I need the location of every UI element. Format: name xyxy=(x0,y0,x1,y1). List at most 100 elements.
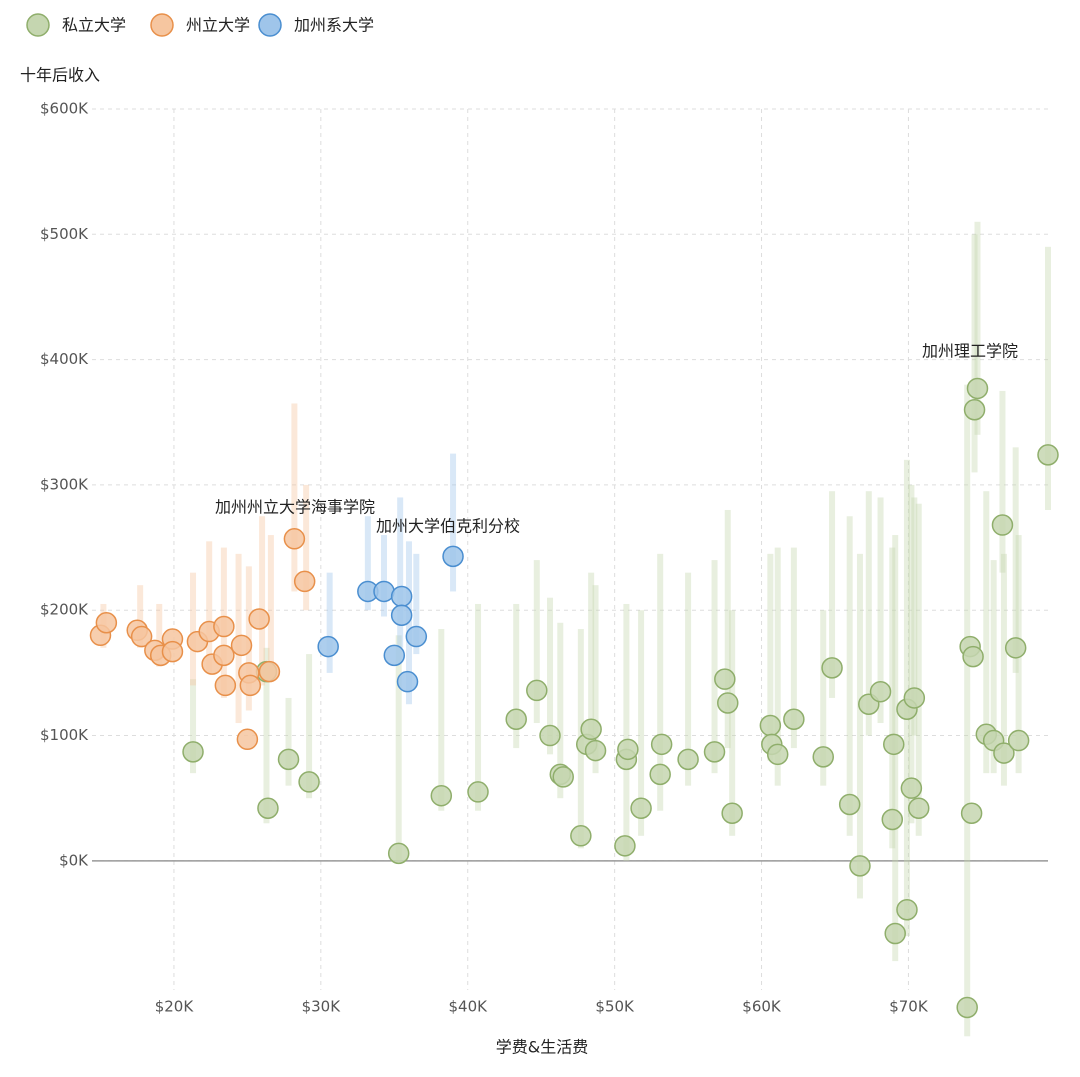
range-bar xyxy=(971,234,978,473)
range-bar xyxy=(381,535,388,617)
y-tick-label: $100K xyxy=(40,726,89,744)
point xyxy=(383,644,406,667)
range-bar xyxy=(983,491,990,774)
range-bar xyxy=(999,390,1006,573)
point xyxy=(405,625,428,648)
range-bar xyxy=(156,603,163,667)
range-bar xyxy=(911,497,918,736)
point xyxy=(900,777,923,799)
point xyxy=(248,608,270,630)
point xyxy=(213,644,235,667)
point xyxy=(293,570,316,593)
x-tick-label: $70K xyxy=(889,998,929,1016)
legend-marker xyxy=(150,13,174,37)
point xyxy=(430,784,453,807)
point xyxy=(766,743,789,766)
range-bar xyxy=(285,697,292,786)
point xyxy=(526,679,548,702)
legend-marker xyxy=(26,13,50,37)
y-tick-label: $300K xyxy=(40,475,89,493)
annotation: 加州大学伯克利分校 xyxy=(376,517,520,536)
point xyxy=(617,738,639,761)
range-bar xyxy=(1012,447,1019,673)
x-tick-label: $20K xyxy=(155,998,195,1016)
point xyxy=(552,766,574,788)
point xyxy=(721,802,743,824)
range-bar xyxy=(1045,246,1051,510)
point xyxy=(849,855,871,877)
point xyxy=(161,640,184,663)
range-bar xyxy=(364,516,371,611)
x-axis-label: 学费&生活费 xyxy=(496,1038,588,1057)
range-bar xyxy=(990,560,997,774)
point xyxy=(650,733,673,756)
annotation: 加州州立大学海事学院 xyxy=(215,498,375,517)
point xyxy=(390,604,413,627)
point xyxy=(677,748,699,771)
range-bar xyxy=(638,610,645,836)
range-bar xyxy=(974,221,981,435)
range-bar xyxy=(326,572,333,673)
range-bar xyxy=(724,509,731,749)
point xyxy=(390,585,413,608)
point xyxy=(903,687,926,709)
range-bar xyxy=(729,610,736,836)
range-bar xyxy=(306,654,313,799)
y-tick-label: $500K xyxy=(40,225,89,243)
point xyxy=(257,797,279,819)
range-bar xyxy=(267,535,274,680)
range-bar xyxy=(877,497,884,724)
point xyxy=(884,922,906,945)
point xyxy=(584,739,607,762)
range-bar xyxy=(790,547,797,749)
point xyxy=(883,733,905,756)
point xyxy=(373,580,395,603)
point xyxy=(95,612,118,634)
point xyxy=(896,898,918,921)
point xyxy=(230,634,253,657)
range-bar xyxy=(206,541,213,673)
range-bar xyxy=(856,553,863,899)
point xyxy=(277,748,300,771)
range-bar xyxy=(413,553,420,655)
x-tick-label: $50K xyxy=(595,998,635,1016)
point xyxy=(962,645,984,668)
range-bar xyxy=(533,560,540,724)
point xyxy=(783,708,805,731)
range-bar xyxy=(829,491,836,698)
point xyxy=(869,680,892,703)
range-bar xyxy=(475,603,482,811)
range-bar xyxy=(547,597,554,755)
range-bar xyxy=(395,635,402,861)
point xyxy=(317,635,339,658)
range-bar xyxy=(915,503,922,836)
point xyxy=(1004,637,1027,659)
point xyxy=(283,528,306,550)
point xyxy=(838,793,861,816)
y-tick-label: $0K xyxy=(59,851,89,869)
point xyxy=(630,797,652,819)
point xyxy=(213,615,235,638)
range-bar xyxy=(190,679,197,774)
range-bar xyxy=(685,572,692,786)
point xyxy=(956,996,978,1019)
point xyxy=(580,718,602,741)
range-bar xyxy=(889,547,896,849)
range-bar xyxy=(263,647,270,824)
range-bar xyxy=(450,453,457,592)
range-bar xyxy=(588,572,595,755)
range-bar xyxy=(908,484,915,824)
range-bar xyxy=(291,403,298,592)
legend-label: 加州系大学 xyxy=(294,16,374,35)
legend-label: 私立大学 xyxy=(62,16,126,35)
point xyxy=(881,808,904,831)
range-bar xyxy=(774,547,781,786)
point xyxy=(182,741,204,763)
point xyxy=(539,724,561,747)
point xyxy=(714,668,736,690)
point xyxy=(236,728,259,751)
legend-marker xyxy=(258,13,282,37)
range-bar xyxy=(820,610,827,786)
range-bar xyxy=(513,603,520,749)
